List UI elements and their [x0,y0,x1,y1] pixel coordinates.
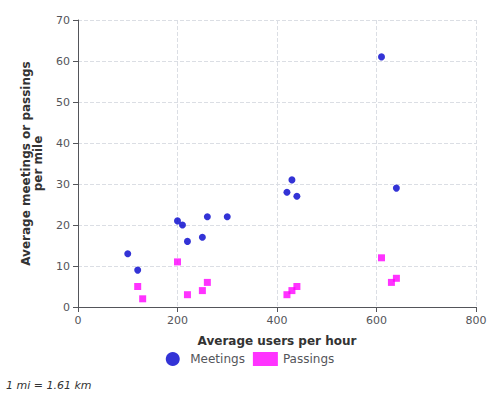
svg-text:Meetings: Meetings [190,352,245,366]
svg-text:per mile: per mile [31,136,45,192]
svg-text:400: 400 [267,314,288,327]
svg-text:50: 50 [56,96,70,109]
svg-text:20: 20 [56,219,70,232]
svg-text:800: 800 [466,314,487,327]
svg-text:200: 200 [167,314,188,327]
svg-text:0: 0 [63,301,70,314]
svg-text:0: 0 [75,314,82,327]
svg-text:70: 70 [56,14,70,27]
svg-text:30: 30 [56,178,70,191]
svg-text:600: 600 [366,314,387,327]
svg-text:Average users per hour: Average users per hour [198,334,357,348]
svg-text:Passings: Passings [283,352,334,366]
svg-text:1 mi = 1.61 km: 1 mi = 1.61 km [6,379,92,392]
svg-text:40: 40 [56,137,70,150]
svg-text:Average meetings or passings: Average meetings or passings [19,61,33,266]
svg-text:60: 60 [56,55,70,68]
svg-text:10: 10 [56,260,70,273]
